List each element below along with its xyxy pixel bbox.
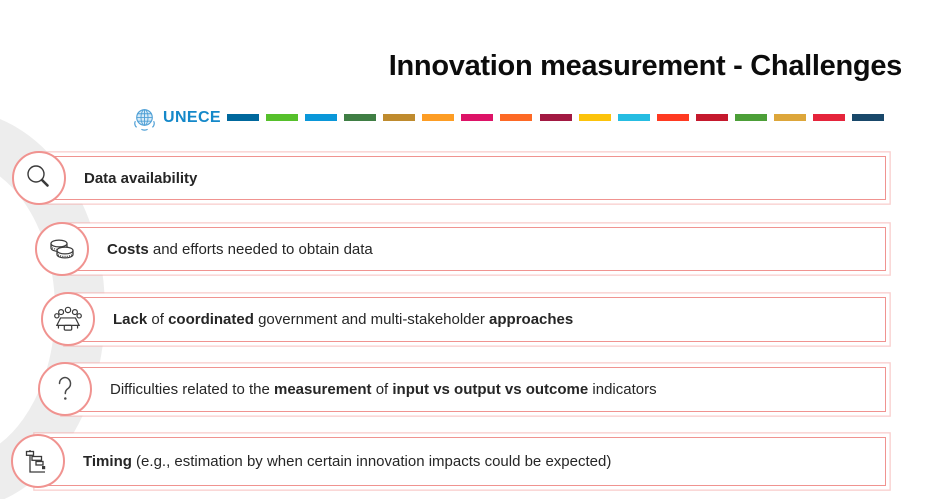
- un-emblem-icon: [134, 108, 155, 131]
- sdg-dash: [578, 114, 611, 121]
- sdg-dash: [617, 114, 650, 121]
- sdg-dash: [734, 114, 767, 121]
- challenge-icon-circle: [11, 434, 65, 488]
- challenge-icon-circle: [41, 292, 95, 346]
- sdg-dash: [344, 114, 377, 121]
- sdg-dash: [852, 114, 884, 121]
- challenge-box-timing: Timing (e.g., estimation by when certain…: [38, 437, 886, 486]
- sdg-dash: [773, 114, 806, 121]
- search-icon: [27, 165, 49, 187]
- row-text: Lack of coordinated government and multi…: [113, 311, 574, 328]
- sdg-dash: [266, 114, 299, 121]
- sdg-dash: [305, 114, 338, 121]
- page-title: Innovation measurement - Challenges: [388, 50, 903, 82]
- unece-wordmark: UNECE: [163, 109, 222, 126]
- sdg-dash: [383, 114, 416, 121]
- challenge-icon-circle: [12, 151, 66, 205]
- challenge-box-coordination: Lack of coordinated government and multi…: [68, 297, 886, 342]
- row-text: Costs and efforts needed to obtain data: [107, 240, 373, 258]
- sdg-dash: [461, 114, 494, 121]
- unece-logo: UNECE: [131, 103, 221, 133]
- sdg-dash: [227, 114, 259, 121]
- sdg-dash: [656, 114, 689, 121]
- sdg-dash: [695, 114, 728, 121]
- meeting-icon: [54, 306, 82, 331]
- sdg-dash: [812, 114, 845, 121]
- challenge-box-costs: Costs and efforts needed to obtain data: [62, 227, 886, 271]
- row-text: Timing (e.g., estimation by when certain…: [83, 453, 612, 470]
- challenge-box-data-availability: Data availability: [39, 156, 886, 200]
- sdg-dash-strip: [227, 114, 884, 121]
- sdg-dash: [422, 114, 455, 121]
- row-text: Data availability: [84, 169, 198, 187]
- gantt-chart-icon: [25, 450, 46, 473]
- sdg-dash: [539, 114, 572, 121]
- challenge-box-measurement: Difficulties related to the measurement …: [65, 367, 886, 412]
- coins-icon: [50, 239, 74, 259]
- row-text: Difficulties related to the measurement …: [110, 381, 657, 398]
- challenge-icon-circle: [38, 362, 92, 416]
- question-mark-icon: [58, 376, 72, 400]
- challenge-icon-circle: [35, 222, 89, 276]
- sdg-dash: [500, 114, 533, 121]
